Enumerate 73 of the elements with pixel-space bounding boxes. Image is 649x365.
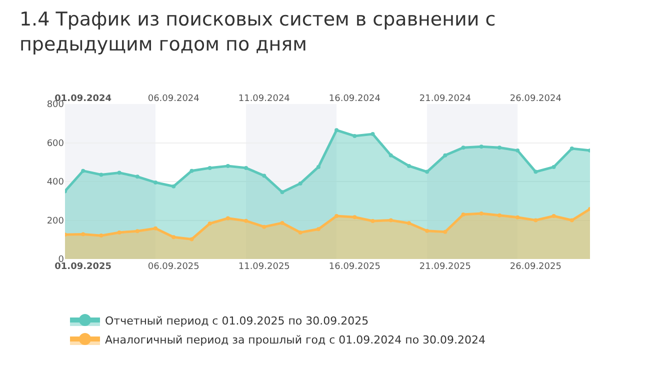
legend-label: Аналогичный период за прошлый год с 01.09.2024 по 30.09.2024 <box>105 333 486 346</box>
point <box>316 164 320 169</box>
point <box>352 134 357 138</box>
x2-tick-label: 06.09.2024 <box>148 94 200 104</box>
point <box>370 132 375 136</box>
point <box>298 230 302 234</box>
point <box>208 222 212 226</box>
point <box>552 164 556 169</box>
point <box>135 229 140 234</box>
y-tick-label: 800 <box>46 100 64 110</box>
point <box>117 230 122 234</box>
x2-tick-label: 21.09.2024 <box>419 94 472 104</box>
point <box>516 215 520 220</box>
point <box>172 235 176 240</box>
point <box>406 221 411 226</box>
x-tick-label: 21.09.2025 <box>419 262 471 272</box>
x-tick-label: 06.09.2025 <box>148 262 200 272</box>
point <box>497 146 502 150</box>
point <box>370 219 375 224</box>
point <box>81 232 86 236</box>
point <box>461 212 466 216</box>
point <box>280 220 284 225</box>
point <box>552 214 556 218</box>
point <box>443 230 448 234</box>
point <box>135 174 140 179</box>
point <box>516 148 520 152</box>
point <box>570 218 574 222</box>
point <box>208 166 212 170</box>
point <box>99 234 104 238</box>
point <box>244 218 248 223</box>
point <box>99 172 104 177</box>
point <box>172 184 176 188</box>
point <box>244 166 248 170</box>
point <box>316 227 320 232</box>
point <box>190 168 194 173</box>
y-tick-label: 200 <box>46 216 64 226</box>
point <box>425 170 430 174</box>
point <box>117 170 122 175</box>
point <box>226 216 230 220</box>
point <box>154 226 158 230</box>
x-tick-label: 26.09.2025 <box>510 262 562 272</box>
point <box>534 218 538 222</box>
y-tick-label: 600 <box>46 138 64 149</box>
point <box>570 146 574 151</box>
point <box>443 153 448 158</box>
legend-label: Отчетный период с 01.09.2025 по 30.09.2025 <box>105 314 369 328</box>
point <box>262 174 266 178</box>
point <box>154 180 158 184</box>
point <box>334 214 339 218</box>
x2-tick-label: 26.09.2024 <box>510 94 562 104</box>
x2-tick-label: 11.09.2024 <box>238 94 290 104</box>
point <box>226 164 230 168</box>
point <box>334 128 339 132</box>
point <box>497 213 502 218</box>
point <box>298 181 302 186</box>
x-tick-label: 11.09.2025 <box>238 262 290 272</box>
point <box>479 144 484 149</box>
point <box>406 164 411 168</box>
chart-title: 1.4 Трафик из поисковых систем в сравнении с предыдущим годом по дням <box>19 8 496 56</box>
point <box>280 190 284 194</box>
point <box>190 237 194 242</box>
point <box>262 224 266 229</box>
point <box>388 218 393 222</box>
point <box>479 211 484 216</box>
point <box>534 170 538 174</box>
point <box>81 168 86 173</box>
x2-tick-label: 16.09.2024 <box>328 94 381 104</box>
point <box>388 153 393 158</box>
y-tick-label: 400 <box>46 178 64 188</box>
x-tick-label: 16.09.2025 <box>328 262 380 272</box>
point <box>352 215 357 220</box>
point <box>425 228 430 233</box>
point <box>461 146 466 150</box>
